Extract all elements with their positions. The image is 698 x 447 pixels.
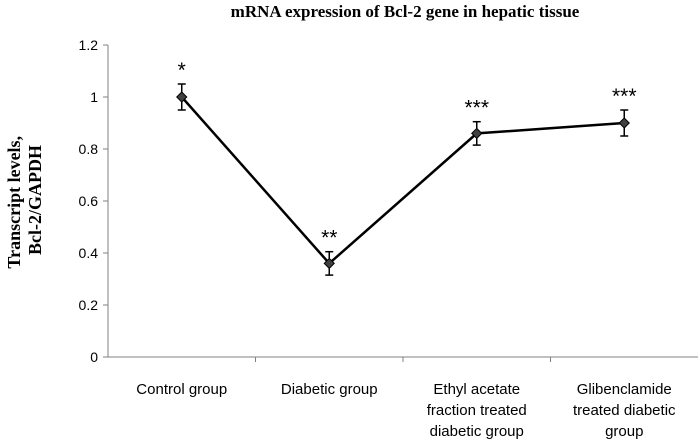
y-axis-label-line-1: Transcript levels,	[4, 136, 24, 269]
x-category-label-line: Control group	[136, 381, 227, 398]
x-category-label-line: Diabetic group	[281, 381, 378, 398]
axes	[107, 45, 698, 358]
x-category-label: Diabetic group	[281, 381, 378, 398]
y-tick-label: 0.6	[79, 193, 99, 209]
y-axis-label: Transcript levels, Bcl-2/GAPDH	[4, 131, 45, 268]
y-tick-label: 0.2	[79, 297, 99, 313]
significance-label: **	[321, 227, 337, 250]
y-tick-label: 0.8	[79, 141, 99, 157]
data-point	[618, 117, 630, 129]
y-axis-label-line-2: Bcl-2/GAPDH	[25, 145, 45, 255]
x-category-label-line: group	[605, 423, 643, 440]
data-point	[176, 91, 188, 103]
y-tick-label: 1	[90, 89, 98, 105]
y-tick-label: 1.2	[79, 37, 99, 53]
y-tick-label: 0.4	[79, 245, 99, 261]
data-point	[471, 127, 483, 140]
series: *********	[176, 59, 637, 276]
x-category-label: Ethyl acetate fraction treated diabetic gr…	[427, 381, 527, 440]
x-category-label-line: diabetic group	[430, 423, 524, 440]
chart-title: mRNA expression of Bcl-2 gene in hepatic…	[231, 2, 580, 21]
significance-label: ***	[612, 85, 637, 108]
x-category-label-line: fraction treated	[427, 402, 527, 419]
data-point	[323, 257, 335, 270]
y-tick-label: 0	[90, 349, 98, 365]
x-category-label-line: Glibenclamide	[577, 381, 672, 398]
series-line	[180, 96, 625, 266]
x-category-label-line: treated diabetic	[573, 402, 676, 419]
x-categories: Control group Diabetic group Ethyl acetate…	[136, 357, 676, 440]
x-category-label-line: Ethyl acetate	[433, 381, 520, 398]
y-ticks: 0 0.2 0.4 0.6 0.8 1 1.2	[79, 37, 108, 365]
significance-label: *	[178, 59, 186, 82]
significance-label: ***	[464, 97, 489, 120]
x-category-label: Control group	[136, 381, 227, 398]
x-category-label: Glibenclamide treated diabetic group	[573, 381, 676, 440]
